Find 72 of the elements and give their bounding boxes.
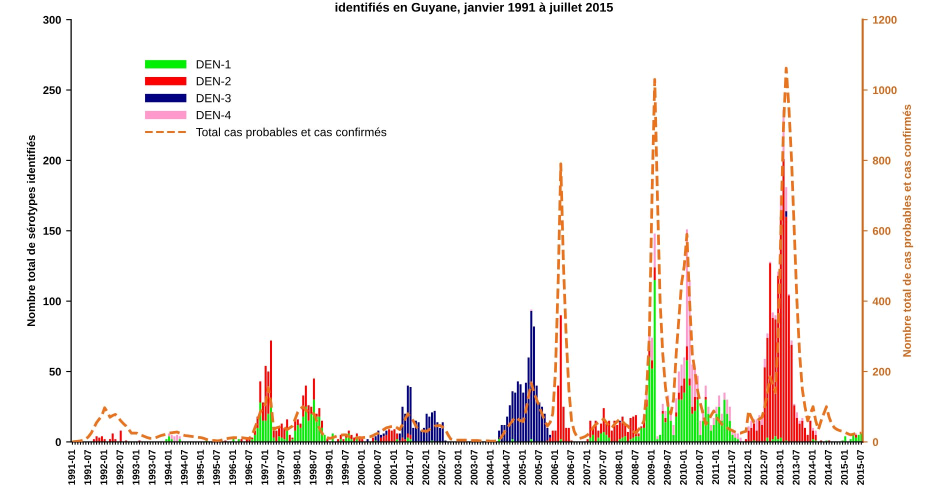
x-tick-label: 1991-07 [84, 450, 92, 485]
y-tick-label: 300 [43, 16, 61, 24]
x-tick-label: 1999-01 [326, 450, 333, 485]
y-tick-label: 250 [43, 86, 61, 94]
x-tick-label: 1994-01 [164, 450, 172, 485]
x-tick-label: 1994-07 [180, 450, 188, 485]
x-tick-label: 2013-07 [792, 450, 800, 485]
y2-tick-label: 200 [872, 368, 890, 376]
y-tick-label: 0 [56, 438, 61, 446]
x-tick-label: 2010-07 [696, 450, 703, 485]
x-tick-label: 2003-07 [470, 450, 478, 485]
y-tick-label: 100 [44, 297, 61, 306]
x-tick-label: 2013-01 [776, 450, 784, 485]
x-tick-label: 2000-07 [374, 450, 381, 485]
x-tick-label: 2008-07 [632, 450, 639, 485]
x-tick-label: 1997-07 [277, 450, 284, 485]
y2-tick-label: 600 [872, 227, 890, 235]
x-tick-label: 2009-07 [664, 450, 671, 485]
x-tick-label: 1992-01 [100, 450, 108, 485]
x-tick-label: 2006-01 [551, 450, 558, 485]
legend-label: Total cas probables et cas confirmés [196, 127, 386, 139]
y-tick-label: 150 [44, 227, 61, 235]
x-tick-label: 2000-01 [358, 450, 365, 485]
x-tick-label: 1998-01 [294, 450, 300, 485]
y2-tick-label: 1200 [873, 16, 897, 24]
y2-tick-label: 400 [872, 297, 890, 306]
y-tick-label: 50 [49, 368, 61, 376]
x-tick-label: 1995-07 [213, 450, 220, 485]
x-tick-label: 2010-01 [680, 450, 687, 485]
y-axis-title: Nombre total de sérotypes identifiés [26, 135, 38, 326]
x-tick-label: 2007-01 [583, 450, 590, 485]
x-tick-label: 2014-01 [808, 450, 816, 485]
x-tick-label: 2004-01 [486, 450, 494, 485]
x-tick-label: 2007-07 [599, 450, 606, 485]
legend-label: DEN-4 [196, 110, 231, 120]
x-tick-label: 1997-01 [261, 450, 268, 485]
y2-tick-label: 800 [872, 156, 890, 165]
x-tick-label: 2005-01 [518, 450, 526, 485]
x-tick-label: 2003-01 [454, 450, 462, 485]
x-tick-label: 2001-07 [406, 450, 414, 485]
x-tick-label: 2004-07 [502, 450, 510, 485]
y-tick-label: 200 [43, 156, 61, 165]
legend-label: DEN-1 [196, 60, 231, 68]
x-tick-label: 1995-01 [196, 450, 204, 485]
x-tick-label: 1991-01 [68, 450, 76, 485]
x-tick-label: 2011-07 [728, 450, 736, 484]
legend-label: DEN-3 [196, 94, 231, 102]
x-tick-label: 2006-07 [567, 450, 574, 485]
x-tick-label: 2009-01 [648, 450, 655, 485]
x-tick-label: 2002-07 [438, 450, 446, 485]
x-tick-label: 2011-01 [712, 450, 720, 484]
chart-title: identifiés en Guyane, janvier 1991 à juillet 2015 [336, 2, 613, 14]
legend-label: DEN-2 [196, 77, 231, 86]
y2-axis-title: Nombre total de cas probables et cas confirmés [902, 104, 914, 357]
x-tick-label: 2001-01 [390, 450, 398, 485]
x-tick-label: 2012-07 [760, 450, 768, 485]
x-tick-label: 1993-07 [148, 450, 156, 485]
x-tick-label: 1999-07 [342, 450, 349, 485]
x-tick-label: 2014-07 [824, 450, 832, 485]
x-tick-label: 2015-07 [857, 450, 864, 485]
x-tick-label: 1998-07 [310, 450, 317, 485]
y2-tick-label: 0 [872, 438, 878, 446]
x-tick-label: 2012-01 [744, 450, 752, 485]
x-tick-label: 2002-01 [422, 450, 430, 485]
x-tick-label: 1993-01 [132, 450, 140, 485]
y2-tick-label: 1000 [873, 86, 897, 94]
x-tick-label: 2005-07 [535, 450, 542, 485]
x-tick-label: 1992-07 [116, 450, 124, 485]
x-tick-label: 1996-01 [229, 450, 236, 485]
x-tick-label: 2015-01 [840, 450, 848, 485]
x-tick-label: 1996-07 [245, 450, 252, 485]
x-tick-label: 2008-01 [616, 450, 622, 485]
